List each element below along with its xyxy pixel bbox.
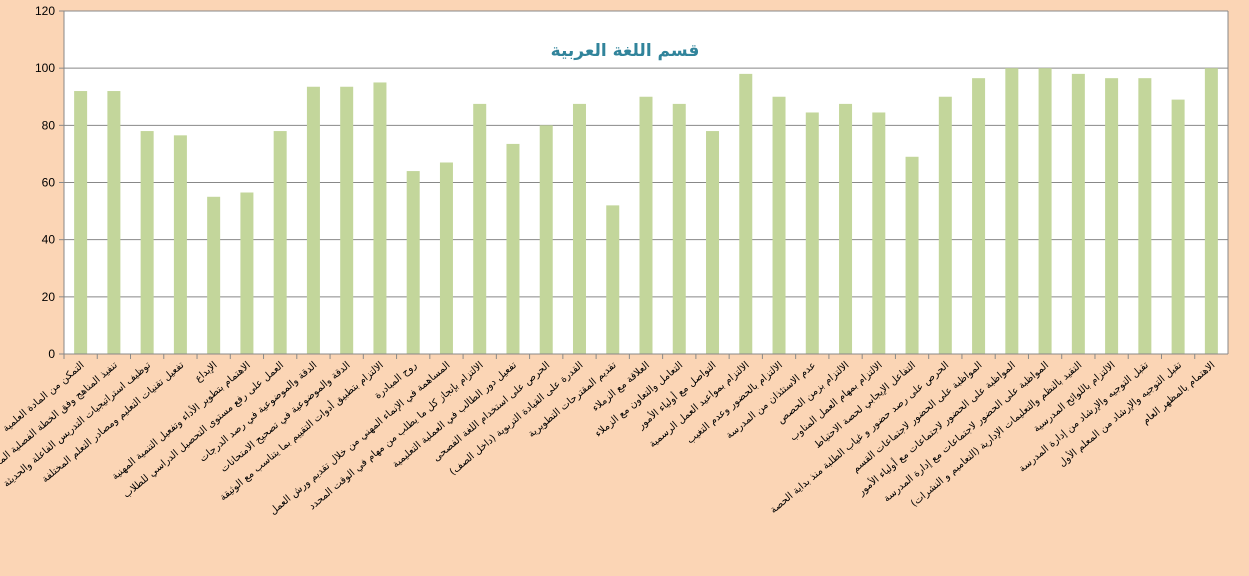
- bar: [839, 103, 853, 354]
- bar: [972, 78, 986, 354]
- bar: [539, 125, 553, 354]
- bar: [340, 86, 354, 354]
- bar: [273, 131, 287, 354]
- y-tick-label: 60: [42, 176, 56, 190]
- bar: [905, 156, 919, 354]
- bars: [74, 68, 1218, 355]
- y-tick-label: 40: [42, 233, 56, 247]
- bar: [74, 91, 88, 355]
- bar: [207, 196, 221, 354]
- bar: [240, 192, 254, 354]
- bar: [140, 131, 154, 354]
- bar: [1071, 73, 1085, 354]
- bar: [1204, 68, 1218, 355]
- bar: [938, 96, 952, 354]
- bar: [572, 103, 586, 354]
- bar: [506, 143, 520, 354]
- bar: [373, 82, 387, 354]
- bar: [805, 112, 819, 355]
- bar: [872, 112, 886, 355]
- bar: [739, 73, 753, 354]
- chart-title: قسم اللغة العربية: [551, 41, 700, 61]
- y-tick-label: 80: [42, 118, 56, 132]
- bar: [706, 131, 720, 354]
- bar: [406, 171, 420, 354]
- bar: [1005, 68, 1019, 355]
- bar: [606, 205, 620, 354]
- bar: [772, 96, 786, 354]
- y-tick-label: 20: [42, 290, 56, 304]
- bar: [672, 103, 686, 354]
- bar: [1105, 78, 1119, 354]
- bar: [1171, 99, 1185, 354]
- bar: [306, 86, 320, 354]
- bar: [1138, 78, 1152, 354]
- bar: [473, 103, 487, 354]
- bar: [439, 162, 453, 354]
- y-tick-label: 100: [35, 61, 55, 75]
- bar: [639, 96, 653, 354]
- y-tick-label: 0: [48, 347, 55, 361]
- y-tick-label: 120: [35, 4, 55, 18]
- bar: [173, 135, 187, 354]
- bar: [1038, 68, 1052, 355]
- bar: [107, 91, 121, 355]
- y-axis-ticks: 0 20 40 60 80 100 120: [35, 4, 64, 361]
